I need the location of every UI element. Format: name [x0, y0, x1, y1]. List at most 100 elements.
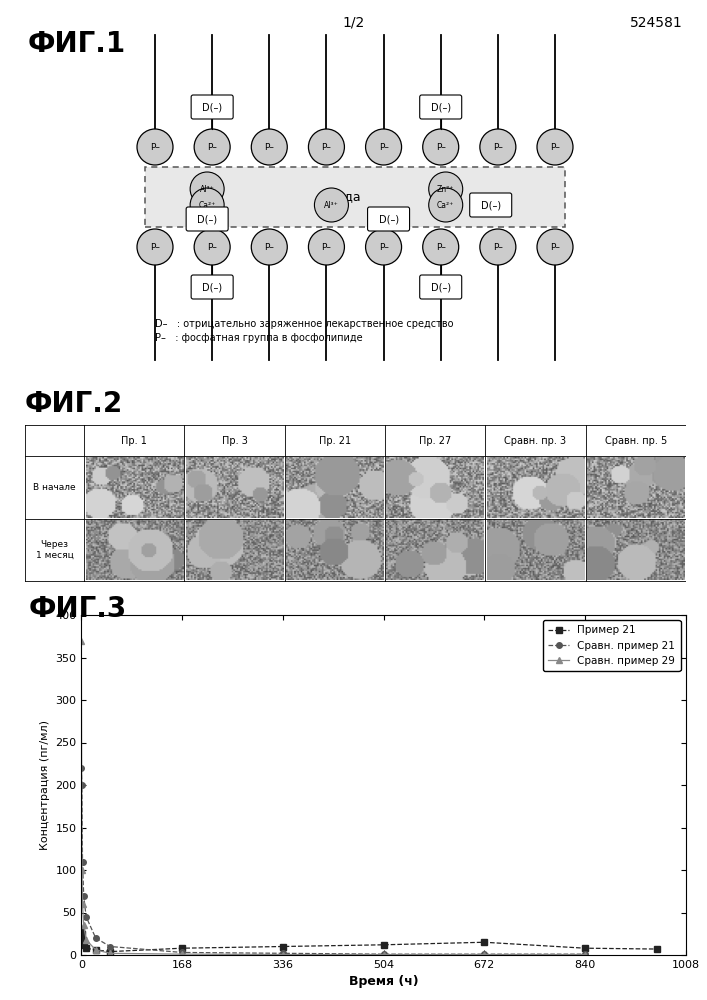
Text: P–: P– — [264, 142, 274, 151]
Text: D(–): D(–) — [481, 200, 501, 210]
Text: P–: P– — [379, 242, 389, 251]
Пример 21 — [379, 939, 387, 951]
Bar — [84, 425, 686, 456]
FancyBboxPatch shape — [145, 167, 565, 227]
Text: P–: P– — [150, 242, 160, 251]
Сравн. пример 29 — [178, 948, 187, 960]
FancyBboxPatch shape — [186, 207, 228, 231]
Text: Вода: Вода — [329, 190, 361, 204]
Text: Пр. 3: Пр. 3 — [222, 436, 247, 446]
Circle shape — [366, 129, 402, 165]
Пример 21 — [77, 924, 86, 936]
Circle shape — [194, 229, 230, 265]
Text: P–: P– — [322, 142, 332, 151]
Line: Сравн. пример 21: Сравн. пример 21 — [78, 765, 588, 957]
Circle shape — [251, 129, 287, 165]
Text: ФИГ.3: ФИГ.3 — [28, 595, 127, 623]
Сравн. пример 21 — [279, 947, 287, 959]
Legend: Пример 21, Сравн. пример 21, Сравн. пример 29: Пример 21, Сравн. пример 21, Сравн. прим… — [543, 620, 681, 671]
Circle shape — [315, 188, 349, 222]
Circle shape — [423, 229, 459, 265]
Сравн. пример 21 — [379, 948, 387, 960]
Text: P–: P– — [493, 242, 503, 251]
Пример 21 — [480, 936, 489, 948]
FancyBboxPatch shape — [191, 95, 233, 119]
Text: Сравн. пр. 5: Сравн. пр. 5 — [604, 436, 667, 446]
Line: Пример 21: Пример 21 — [78, 927, 660, 954]
Text: P–: P– — [550, 142, 560, 151]
Text: 1/2: 1/2 — [342, 16, 365, 30]
Circle shape — [194, 129, 230, 165]
Text: ФИГ.2: ФИГ.2 — [25, 390, 123, 418]
Circle shape — [480, 129, 516, 165]
Text: D(–): D(–) — [431, 282, 451, 292]
Circle shape — [480, 229, 516, 265]
Circle shape — [537, 129, 573, 165]
FancyBboxPatch shape — [368, 207, 409, 231]
Circle shape — [137, 129, 173, 165]
FancyBboxPatch shape — [420, 95, 462, 119]
Text: D(–): D(–) — [197, 214, 217, 224]
Сравн. пример 21 — [79, 890, 88, 902]
Y-axis label: Концентрация (пг/мл): Концентрация (пг/мл) — [40, 720, 49, 850]
Text: P–: P– — [150, 142, 160, 151]
FancyBboxPatch shape — [420, 275, 462, 299]
Сравн. пример 29 — [79, 919, 88, 931]
Circle shape — [537, 229, 573, 265]
Circle shape — [190, 172, 224, 206]
Text: В начале: В начале — [33, 483, 76, 492]
Сравн. пример 21 — [178, 946, 187, 958]
Сравн. пример 29 — [77, 635, 86, 647]
Пример 21 — [279, 940, 287, 952]
Пример 21 — [78, 928, 86, 940]
Text: Через
1 месяц: Через 1 месяц — [35, 540, 74, 560]
Сравн. пример 21 — [580, 948, 589, 960]
Пример 21 — [91, 944, 100, 956]
X-axis label: Время (ч): Время (ч) — [349, 975, 419, 988]
Пример 21 — [580, 942, 589, 954]
Сравн. пример 21 — [78, 855, 87, 867]
Пример 21 — [653, 943, 661, 955]
Сравн. пример 21 — [480, 948, 489, 960]
Сравн. пример 29 — [78, 898, 87, 910]
Text: D(–): D(–) — [378, 214, 399, 224]
Сравн. пример 29 — [480, 949, 489, 961]
Text: P–   : фосфатная группа в фосфолипиде: P– : фосфатная группа в фосфолипиде — [155, 333, 363, 343]
Circle shape — [428, 172, 462, 206]
Text: D(–): D(–) — [431, 102, 451, 112]
Пример 21 — [178, 942, 187, 954]
Сравн. пример 29 — [82, 934, 90, 946]
Text: Al³⁺: Al³⁺ — [200, 184, 214, 194]
Text: Al³⁺: Al³⁺ — [324, 200, 339, 210]
Text: P–: P– — [436, 142, 445, 151]
Text: Ca²⁺: Ca²⁺ — [199, 200, 216, 210]
Circle shape — [190, 188, 224, 222]
Text: P–: P– — [493, 142, 503, 151]
Text: P–: P– — [379, 142, 389, 151]
Сравн. пример 21 — [78, 779, 86, 791]
Text: ФИГ.1: ФИГ.1 — [28, 30, 126, 58]
Circle shape — [366, 229, 402, 265]
Text: Пр. 1: Пр. 1 — [122, 436, 147, 446]
Circle shape — [137, 229, 173, 265]
Сравн. пример 29 — [580, 949, 589, 961]
Line: Сравн. пример 29: Сравн. пример 29 — [78, 638, 588, 957]
Circle shape — [428, 188, 462, 222]
Text: D(–): D(–) — [202, 102, 222, 112]
Circle shape — [308, 129, 344, 165]
Сравн. пример 29 — [379, 949, 387, 961]
Сравн. пример 21 — [77, 762, 86, 774]
Пример 21 — [106, 946, 115, 958]
Circle shape — [308, 229, 344, 265]
Пример 21 — [78, 934, 87, 946]
Сравн. пример 21 — [91, 932, 100, 944]
Text: P–: P– — [264, 242, 274, 251]
Сравн. пример 21 — [82, 911, 90, 923]
Text: Сравн. пр. 3: Сравн. пр. 3 — [504, 436, 566, 446]
Text: Ca²⁺: Ca²⁺ — [437, 200, 455, 210]
Text: P–: P– — [207, 142, 217, 151]
Text: P–: P– — [207, 242, 217, 251]
Text: D–   : отрицательно заряженное лекарственное средство: D– : отрицательно заряженное лекарственн… — [155, 319, 453, 329]
Пример 21 — [82, 942, 90, 954]
Circle shape — [423, 129, 459, 165]
